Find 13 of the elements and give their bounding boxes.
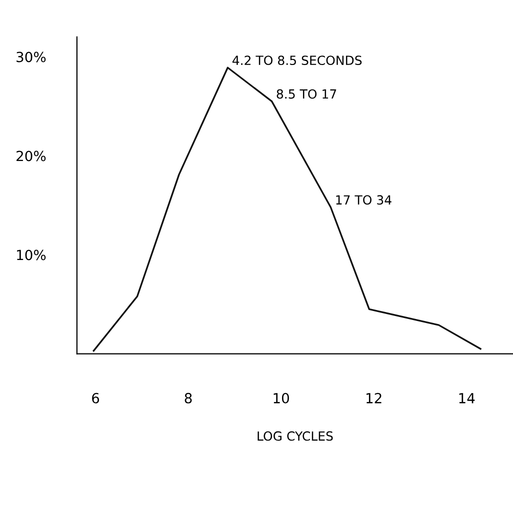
annotation: 17 TO 34 (336, 195, 392, 205)
x-tick-label: 12 (366, 392, 382, 404)
x-axis-title: LOG CYCLES (258, 431, 333, 441)
x-tick-label: 8 (184, 392, 192, 404)
annotation: 8.5 TO 17 (276, 89, 336, 99)
x-tick-label: 10 (274, 392, 289, 404)
y-tick-label: 30% (16, 52, 46, 62)
y-tick-label: 10% (17, 250, 46, 260)
x-tick-label: 14 (459, 393, 475, 404)
line-series (92, 66, 482, 352)
x-tick-label: 6 (92, 392, 100, 404)
y-tick-label: 20% (16, 150, 46, 162)
annotation: 4.2 TO 8.5 SECONDS (232, 56, 362, 66)
